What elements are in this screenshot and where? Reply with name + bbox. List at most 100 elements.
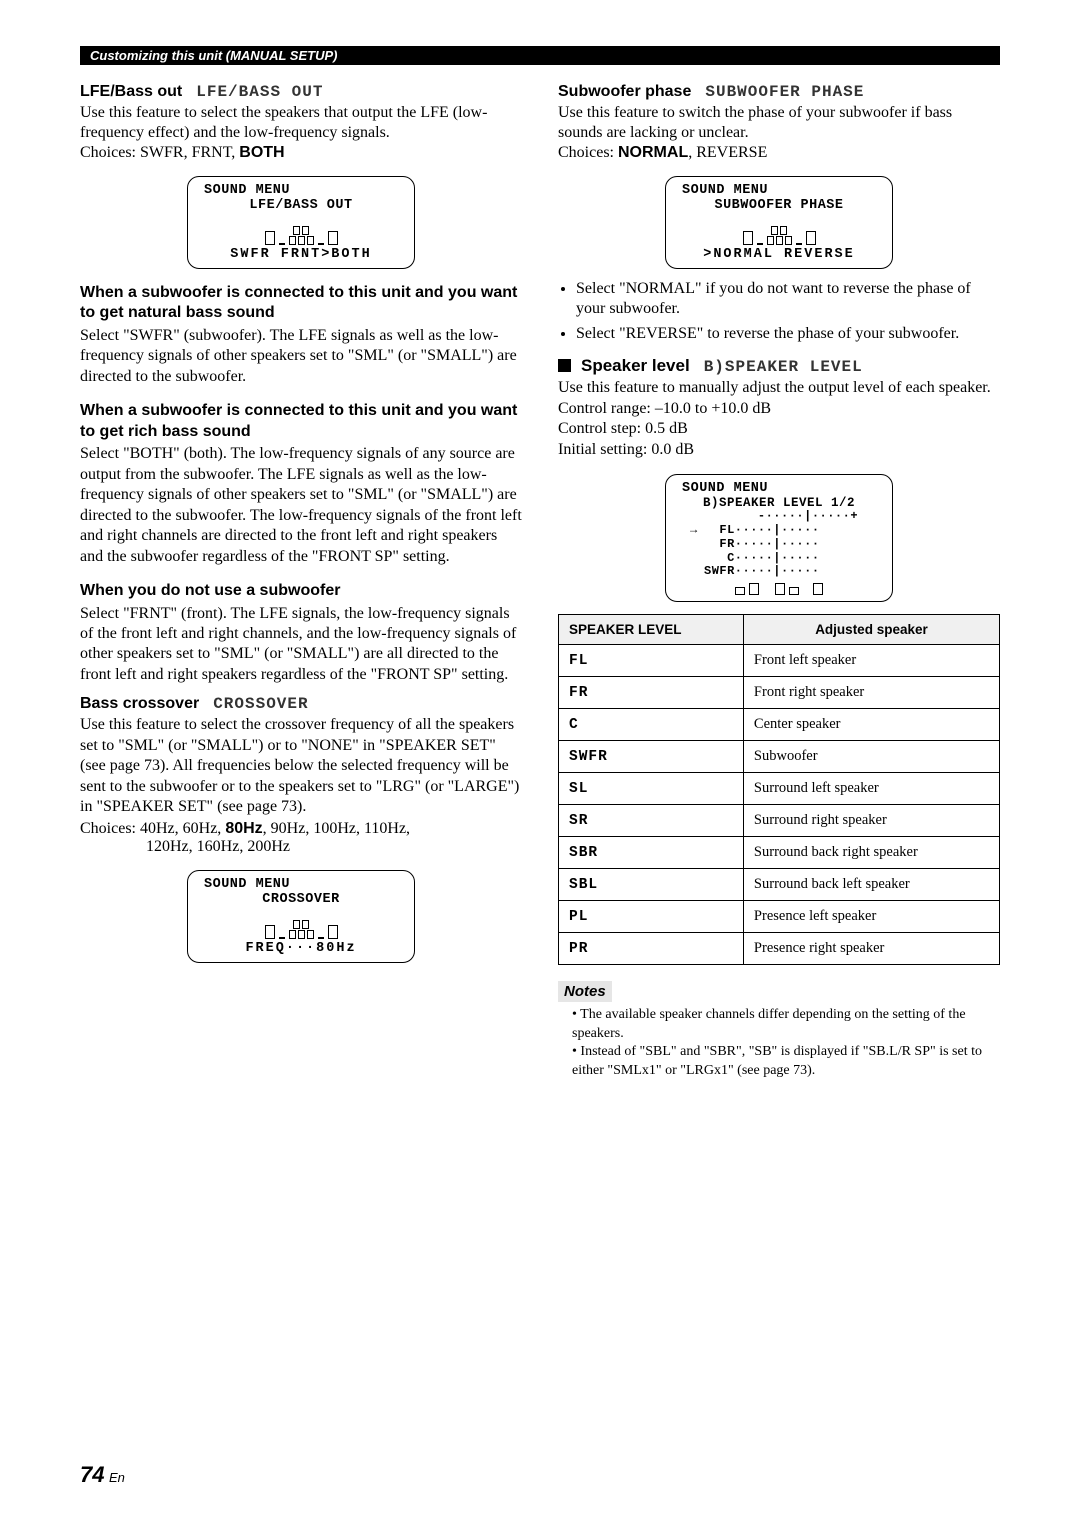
table-header-row: SPEAKER LEVEL Adjusted speaker bbox=[559, 615, 1000, 645]
header-bar: Customizing this unit (MANUAL SETUP) bbox=[80, 46, 1000, 65]
list-item: Select "REVERSE" to reverse the phase of… bbox=[576, 324, 1000, 344]
list-item: Instead of "SBL" and "SBR", "SB" is disp… bbox=[572, 1043, 1000, 1080]
table-cell-desc: Front right speaker bbox=[743, 677, 999, 709]
spklvl-title: Speaker level bbox=[581, 356, 690, 375]
spklvl-lcd-r4: SWFR·····|····· bbox=[676, 565, 882, 579]
sub3-body: Select "FRNT" (front). The LFE signals, … bbox=[80, 604, 522, 686]
cross-lcd: SOUND MENU CROSSOVER FREQ···80Hz bbox=[187, 870, 415, 963]
speaker-level-table: SPEAKER LEVEL Adjusted speaker FLFront l… bbox=[558, 614, 1000, 965]
table-cell-desc: Surround back right speaker bbox=[743, 837, 999, 869]
sub3-head: When you do not use a subwoofer bbox=[80, 581, 522, 601]
page-lang: En bbox=[109, 1470, 125, 1485]
spklvl-lcd-icons bbox=[676, 583, 882, 595]
spklvl-step: Control step: 0.5 dB bbox=[558, 419, 1000, 439]
list-item: The available speaker channels differ de… bbox=[572, 1006, 1000, 1043]
cross-lcd-l1: SOUND MENU bbox=[198, 877, 404, 892]
swp-body: Use this feature to switch the phase of … bbox=[558, 103, 1000, 144]
table-row: FRFront right speaker bbox=[559, 677, 1000, 709]
lfe-title: LFE/Bass out bbox=[80, 83, 182, 100]
swp-c-bold: NORMAL bbox=[618, 144, 688, 161]
notes-list: The available speaker channels differ de… bbox=[558, 1006, 1000, 1080]
table-cell-code: PL bbox=[559, 901, 744, 933]
swp-choices: Choices: NORMAL, REVERSE bbox=[558, 144, 1000, 162]
spklvl-lcd-label: B)SPEAKER LEVEL bbox=[704, 358, 863, 376]
cross-title: Bass crossover bbox=[80, 695, 199, 712]
lcd-l1: SOUND MENU bbox=[198, 183, 404, 198]
table-row: SBLSurround back left speaker bbox=[559, 869, 1000, 901]
table-cell-desc: Presence left speaker bbox=[743, 901, 999, 933]
cross-lcd-l3: FREQ···80Hz bbox=[198, 941, 404, 956]
sub1-body: Select "SWFR" (subwoofer). The LFE signa… bbox=[80, 326, 522, 387]
cross-c-prefix: Choices: 40Hz, 60Hz, bbox=[80, 820, 225, 837]
table-cell-desc: Surround right speaker bbox=[743, 805, 999, 837]
table-row: PLPresence left speaker bbox=[559, 901, 1000, 933]
left-column: LFE/Bass out LFE/BASS OUT Use this featu… bbox=[80, 77, 522, 1080]
spklvl-lcd: SOUND MENU B)SPEAKER LEVEL 1/2 -·····|··… bbox=[665, 474, 893, 602]
table-row: FLFront left speaker bbox=[559, 645, 1000, 677]
swp-lcd-l1: SOUND MENU bbox=[676, 183, 882, 198]
table-row: PRPresence right speaker bbox=[559, 933, 1000, 965]
table-cell-code: FR bbox=[559, 677, 744, 709]
cross-c-l2: 120Hz, 160Hz, 200Hz bbox=[146, 838, 290, 855]
lcd-l3: SWFR FRNT>BOTH bbox=[198, 247, 404, 262]
table-cell-desc: Front left speaker bbox=[743, 645, 999, 677]
table-cell-desc: Presence right speaker bbox=[743, 933, 999, 965]
swp-lcd-label: SUBWOOFER PHASE bbox=[705, 83, 864, 101]
swp-bullets: Select "NORMAL" if you do not want to re… bbox=[558, 279, 1000, 344]
table-cell-code: FL bbox=[559, 645, 744, 677]
swp-lcd-l3: >NORMAL REVERSE bbox=[676, 247, 882, 262]
lfe-lcd-label: LFE/BASS OUT bbox=[196, 83, 323, 101]
table-cell-desc: Subwoofer bbox=[743, 741, 999, 773]
lfe-choices: Choices: SWFR, FRNT, BOTH bbox=[80, 144, 522, 162]
lfe-choices-prefix: Choices: SWFR, FRNT, bbox=[80, 144, 239, 161]
cross-title-row: Bass crossover CROSSOVER bbox=[80, 695, 522, 713]
cross-c-bold: 80Hz bbox=[225, 820, 262, 837]
sub2-body: Select "BOTH" (both). The low-frequency … bbox=[80, 444, 522, 567]
table-row: CCenter speaker bbox=[559, 709, 1000, 741]
spklvl-body: Use this feature to manually adjust the … bbox=[558, 378, 1000, 398]
swp-title-row: Subwoofer phase SUBWOOFER PHASE bbox=[558, 83, 1000, 101]
lcd-speaker-icons bbox=[198, 217, 404, 245]
table-row: SRSurround right speaker bbox=[559, 805, 1000, 837]
cross-lcd-label: CROSSOVER bbox=[213, 695, 308, 713]
spklvl-lcd-r3: C·····|····· bbox=[676, 552, 882, 566]
lfe-title-row: LFE/Bass out LFE/BASS OUT bbox=[80, 83, 522, 101]
swp-c-suffix: , REVERSE bbox=[688, 144, 767, 161]
page-number-value: 74 bbox=[80, 1462, 104, 1487]
cross-choices: Choices: 40Hz, 60Hz, 80Hz, 90Hz, 100Hz, … bbox=[80, 820, 522, 856]
table-cell-desc: Surround back left speaker bbox=[743, 869, 999, 901]
sub2-head: When a subwoofer is connected to this un… bbox=[80, 401, 522, 442]
table-cell-code: SBL bbox=[559, 869, 744, 901]
header-text: Customizing this unit (MANUAL SETUP) bbox=[90, 48, 337, 63]
swp-lcd-icons bbox=[676, 217, 882, 245]
table-header: Adjusted speaker bbox=[743, 615, 999, 645]
spklvl-lcd-r2: FR·····|····· bbox=[676, 538, 882, 552]
swp-c-prefix: Choices: bbox=[558, 144, 618, 161]
table-cell-code: SBR bbox=[559, 837, 744, 869]
table-cell-desc: Surround left speaker bbox=[743, 773, 999, 805]
table-cell-code: PR bbox=[559, 933, 744, 965]
spklvl-range: Control range: –10.0 to +10.0 dB bbox=[558, 399, 1000, 419]
swp-title: Subwoofer phase bbox=[558, 83, 691, 100]
swp-lcd-l2: SUBWOOFER PHASE bbox=[676, 198, 882, 213]
notes-heading: Notes bbox=[558, 981, 612, 1002]
table-row: SWFRSubwoofer bbox=[559, 741, 1000, 773]
spklvl-lcd-r1: → FL·····|····· bbox=[676, 524, 882, 538]
lcd-l2: LFE/BASS OUT bbox=[198, 198, 404, 213]
table-header: SPEAKER LEVEL bbox=[559, 615, 744, 645]
lfe-lcd: SOUND MENU LFE/BASS OUT SWFR FRNT>BOTH bbox=[187, 176, 415, 269]
cross-c-suffix: , 90Hz, 100Hz, 110Hz, bbox=[263, 820, 410, 837]
spklvl-title-row: Speaker level B)SPEAKER LEVEL bbox=[558, 356, 1000, 376]
right-column: Subwoofer phase SUBWOOFER PHASE Use this… bbox=[558, 77, 1000, 1080]
table-cell-code: SR bbox=[559, 805, 744, 837]
lfe-body: Use this feature to select the speakers … bbox=[80, 103, 522, 144]
spklvl-lcd-l1: SOUND MENU bbox=[676, 481, 882, 496]
spklvl-lcd-scale: -·····|·····+ bbox=[676, 510, 882, 524]
table-cell-code: SWFR bbox=[559, 741, 744, 773]
table-row: SLSurround left speaker bbox=[559, 773, 1000, 805]
spklvl-init: Initial setting: 0.0 dB bbox=[558, 440, 1000, 460]
cross-lcd-l2: CROSSOVER bbox=[198, 892, 404, 907]
lfe-choices-bold: BOTH bbox=[239, 144, 284, 161]
table-cell-code: C bbox=[559, 709, 744, 741]
cross-body: Use this feature to select the crossover… bbox=[80, 715, 522, 817]
